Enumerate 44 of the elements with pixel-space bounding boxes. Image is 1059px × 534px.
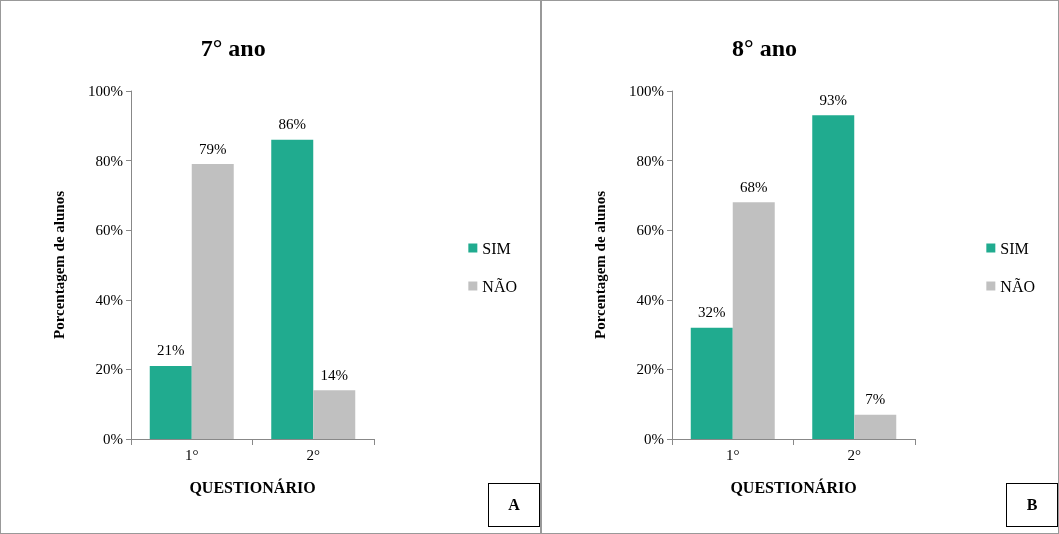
y-tick-label: 60% bbox=[95, 222, 123, 239]
bar bbox=[732, 202, 775, 439]
data-label: 32% bbox=[698, 304, 726, 321]
bar bbox=[313, 390, 356, 439]
y-tick-label: 100% bbox=[88, 83, 123, 99]
data-label: 93% bbox=[819, 91, 847, 108]
x-tick-label: 2° bbox=[306, 446, 320, 463]
legend-label: SIM bbox=[1000, 239, 1029, 257]
bar bbox=[854, 414, 897, 439]
legend-label: NÃO bbox=[482, 277, 518, 295]
y-tick-label: 0% bbox=[644, 431, 664, 447]
legend-label: SIM bbox=[482, 239, 511, 257]
text: B bbox=[1006, 483, 1058, 527]
legend-label: NÃO bbox=[1000, 277, 1036, 295]
chart-title: 7° ano bbox=[200, 35, 266, 61]
bar bbox=[812, 115, 855, 439]
data-label: 86% bbox=[278, 116, 306, 133]
y-tick-label: 20% bbox=[95, 361, 123, 378]
x-tick-label: 2° bbox=[847, 446, 861, 463]
data-label: 21% bbox=[157, 342, 185, 359]
x-tick-label: 1° bbox=[726, 446, 740, 463]
y-tick-label: 100% bbox=[629, 83, 664, 99]
data-label: 7% bbox=[865, 391, 886, 408]
data-label: 14% bbox=[320, 366, 348, 383]
text: A bbox=[488, 483, 540, 527]
data-label: 68% bbox=[740, 178, 768, 195]
data-label: 79% bbox=[199, 140, 227, 157]
y-tick-label: 60% bbox=[636, 222, 664, 239]
x-tick-label: 1° bbox=[185, 446, 199, 463]
x-axis-title: QUESTIONÁRIO bbox=[189, 477, 316, 496]
y-tick-label: 80% bbox=[95, 152, 123, 169]
y-tick-label: 20% bbox=[636, 361, 664, 378]
bar bbox=[149, 365, 192, 439]
y-axis-title: Porcentagem de alunos bbox=[50, 190, 67, 340]
bar bbox=[191, 164, 234, 439]
bar bbox=[271, 139, 314, 439]
y-tick-label: 40% bbox=[95, 291, 123, 308]
y-tick-label: 0% bbox=[103, 431, 123, 447]
y-tick-label: 40% bbox=[636, 291, 664, 308]
y-tick-label: 80% bbox=[636, 152, 664, 169]
bar bbox=[690, 327, 733, 439]
x-axis-title: QUESTIONÁRIO bbox=[730, 477, 857, 496]
chart-title: 8° ano bbox=[732, 35, 798, 61]
y-axis-title: Porcentagem de alunos bbox=[591, 190, 608, 340]
